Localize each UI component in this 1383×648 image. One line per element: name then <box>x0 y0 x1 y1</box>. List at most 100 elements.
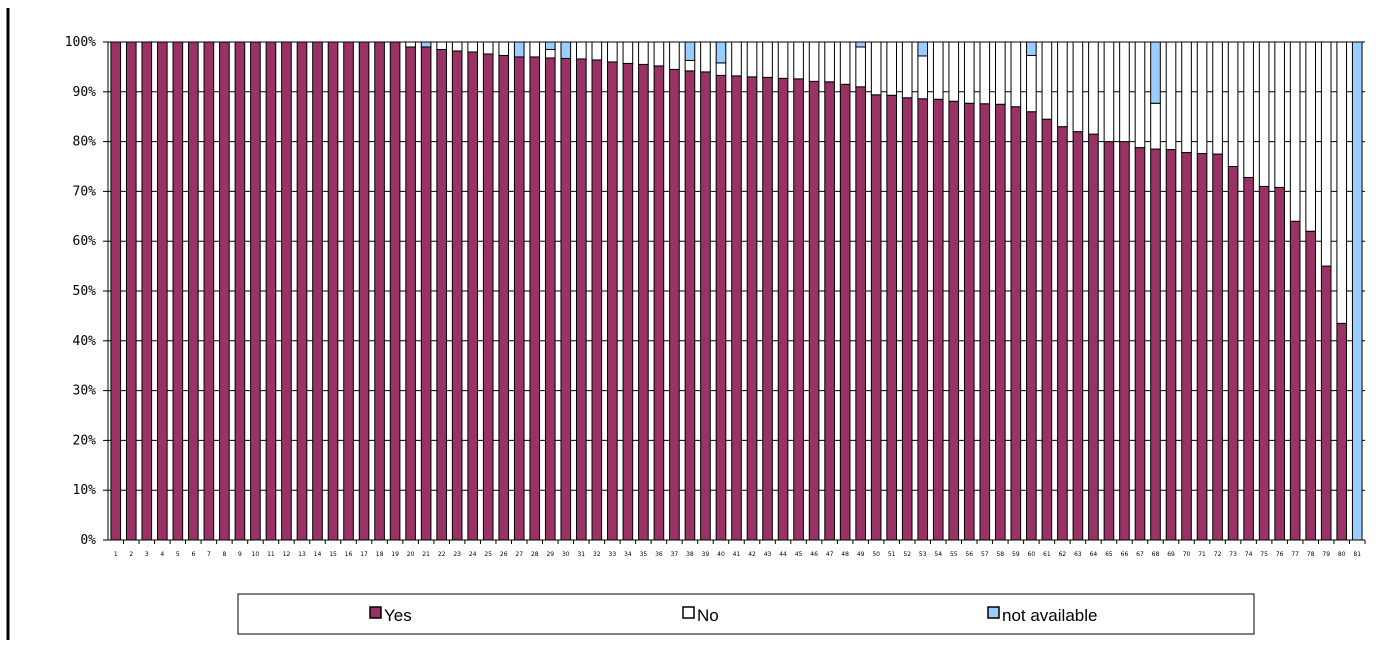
bar-segment-yes <box>886 94 897 541</box>
bar-segment-yes <box>1088 133 1099 541</box>
bar-segment-yes <box>576 58 587 541</box>
bar-segment-no <box>1072 41 1084 133</box>
x-tick-label: 4 <box>160 551 164 558</box>
bar-segment-yes <box>731 75 742 541</box>
bar-segment-yes <box>1181 152 1192 541</box>
bar-segment-no <box>1320 41 1332 267</box>
bar-segment-no <box>498 41 510 56</box>
bar-segment-yes <box>715 74 727 541</box>
bar-segment-no <box>529 41 541 58</box>
bar-segment-not-available <box>560 41 572 59</box>
bar-segment-yes <box>839 83 851 541</box>
x-tick-label: 70 <box>1183 551 1191 558</box>
bar-segment-yes <box>110 41 122 541</box>
bar-segment-not-available <box>544 41 556 50</box>
x-tick-label: 54 <box>934 551 942 558</box>
bar-segment-no <box>1057 41 1068 128</box>
x-tick-label: 81 <box>1353 551 1361 558</box>
x-tick-label: 78 <box>1307 551 1315 558</box>
bar-segment-yes <box>544 57 556 541</box>
bar-segment-no <box>762 41 773 78</box>
bar-segment-no <box>1305 41 1316 232</box>
bar-segment-yes <box>932 98 944 541</box>
x-tick-label: 56 <box>965 551 973 558</box>
bar-segment-yes <box>265 41 277 541</box>
x-tick-label: 71 <box>1198 551 1206 558</box>
bar-segment-no <box>731 41 742 77</box>
bar-segment-no <box>824 41 835 83</box>
bar-segment-yes <box>358 41 370 541</box>
bar-segment-yes <box>188 41 199 541</box>
bar-segment-not-available <box>684 41 696 61</box>
bar-segment-no <box>979 41 991 105</box>
bar-segment-no <box>948 41 960 102</box>
legend-swatch <box>369 606 382 619</box>
x-tick-label: 39 <box>702 551 710 558</box>
bar-segment-no <box>1088 41 1099 135</box>
y-tick-label: 60% <box>73 234 97 249</box>
bar-segment-no <box>886 41 897 96</box>
bar-segment-yes <box>948 100 960 541</box>
x-tick-label: 16 <box>345 551 353 558</box>
x-tick-label: 77 <box>1291 551 1299 558</box>
y-tick-label: 10% <box>73 483 97 498</box>
x-tick-label: 40 <box>717 551 725 558</box>
x-tick-label: 51 <box>888 551 896 558</box>
bar-segment-no <box>932 41 944 100</box>
bar-segment-no <box>839 41 851 85</box>
bar-segment-no <box>917 55 929 100</box>
bar-segment-yes <box>1243 176 1254 541</box>
x-tick-label: 36 <box>655 551 663 558</box>
bar-segment-yes <box>1212 153 1223 541</box>
bar-segment-not-available <box>855 41 866 48</box>
x-tick-label: 72 <box>1214 551 1222 558</box>
x-tick-label: 37 <box>671 551 679 558</box>
x-tick-label: 5 <box>176 551 180 558</box>
y-tick-label: 40% <box>73 334 97 349</box>
bar-segment-no <box>1258 41 1270 187</box>
legend: Yes No not available <box>237 593 1255 635</box>
bar-segment-yes <box>901 97 913 541</box>
bar-segment-yes <box>979 103 991 541</box>
bar-segment-yes <box>498 54 510 541</box>
bar-segment-no <box>622 41 634 64</box>
x-tick-label: 38 <box>686 551 694 558</box>
bar-segment-no <box>1196 41 1208 155</box>
bar-segment-no <box>700 41 711 73</box>
x-tick-label: 76 <box>1276 551 1284 558</box>
bar-segment-yes <box>995 103 1006 541</box>
bar-segment-yes <box>669 68 680 541</box>
x-tick-label: 61 <box>1043 551 1051 558</box>
bar-segment-no <box>607 41 618 63</box>
x-tick-label: 55 <box>950 551 958 558</box>
bar-segment-no <box>669 41 680 70</box>
y-tick-label: 30% <box>73 384 97 399</box>
x-tick-label: 34 <box>624 551 632 558</box>
x-tick-label: 66 <box>1121 551 1129 558</box>
bar-segment-yes <box>374 41 385 541</box>
x-tick-label: 24 <box>469 551 477 558</box>
bar-segment-yes <box>560 57 572 541</box>
bar-segment-yes <box>1119 141 1130 541</box>
bar-segment-yes <box>917 98 929 541</box>
x-tick-label: 52 <box>903 551 911 558</box>
x-tick-label: 25 <box>484 551 492 558</box>
y-axis-tick-labels: 0% 10% 20% 30% 40% 50% 60% 70% 80% 90% 100% <box>65 35 96 548</box>
bar-segment-no <box>1041 41 1053 120</box>
bar-segment-yes <box>607 61 618 541</box>
bar-segment-not-available <box>513 41 525 58</box>
x-tick-label: 33 <box>609 551 617 558</box>
bar-segment-yes <box>808 80 820 541</box>
bar-segment-yes <box>327 41 339 541</box>
x-tick-label: 20 <box>407 551 415 558</box>
bar-segment-yes <box>824 81 835 541</box>
bar-segment-yes <box>777 77 789 541</box>
bar-segment-yes <box>1057 126 1068 541</box>
x-tick-label: 47 <box>826 551 834 558</box>
y-tick-label: 90% <box>73 85 97 100</box>
x-tick-label: 46 <box>810 551 818 558</box>
bar-segment-no <box>1274 41 1285 188</box>
bar-segment-yes <box>513 56 525 541</box>
bar-segment-no <box>638 41 649 65</box>
